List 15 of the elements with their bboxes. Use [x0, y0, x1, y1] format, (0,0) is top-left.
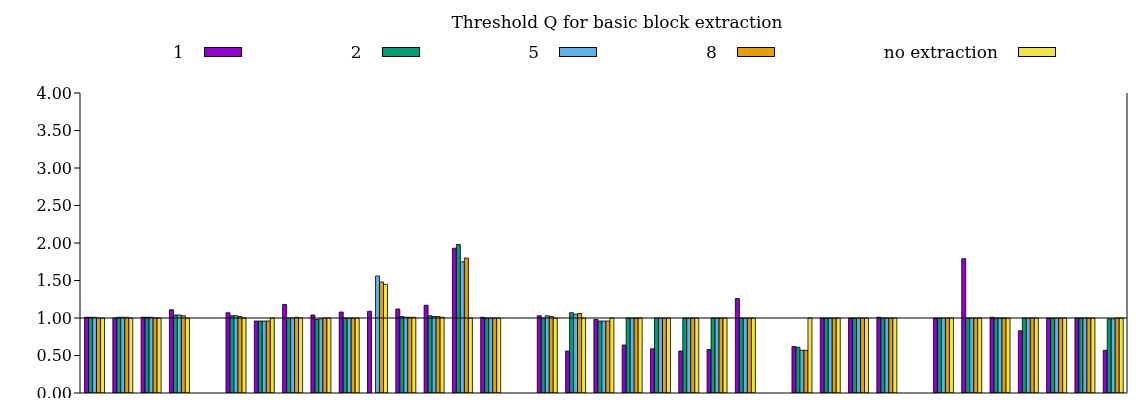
legend-label: 2 [350, 42, 362, 62]
y-tick-label: 0.00 [36, 383, 72, 403]
y-tick-label: 1.00 [36, 308, 72, 328]
y-tick-label: 0.50 [36, 346, 72, 366]
legend-label: 5 [528, 42, 540, 62]
y-tick-label: 2.50 [36, 196, 72, 216]
y-tick-label: 3.00 [36, 158, 72, 178]
y-tick-label: 3.50 [36, 121, 72, 141]
y-tick-label: 1.50 [36, 271, 72, 291]
legend-label: no extraction [883, 42, 998, 62]
legend-label: 8 [706, 42, 717, 62]
legend-title: Threshold Q for basic block extraction [450, 11, 784, 34]
y-tick-label: 4.00 [36, 83, 72, 103]
legend-label: 1 [173, 42, 184, 62]
y-tick-label: 2.00 [36, 233, 72, 253]
